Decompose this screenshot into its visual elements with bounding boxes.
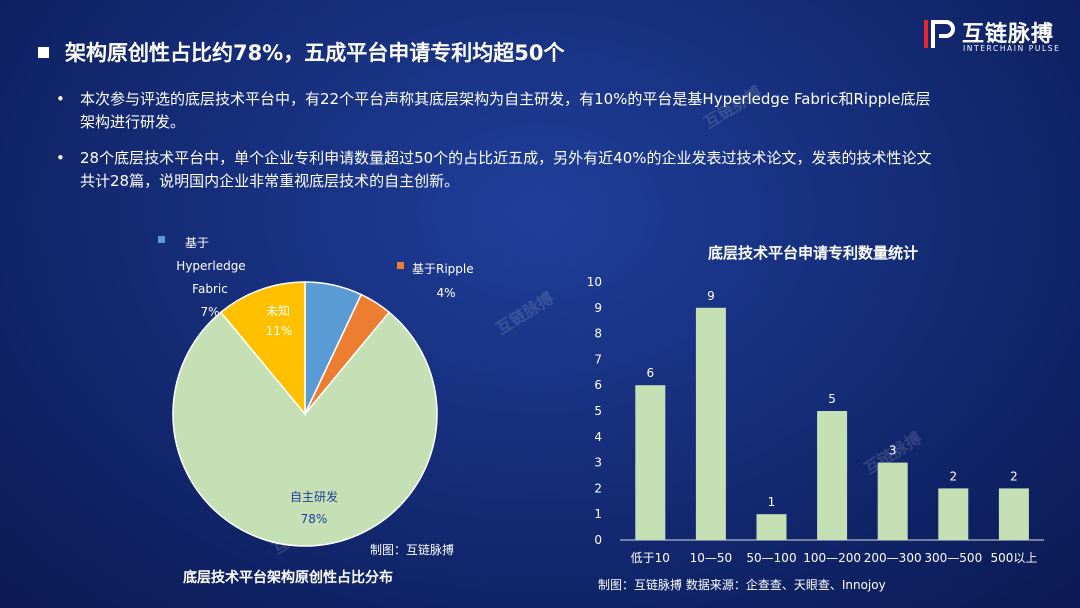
bar [756,514,787,540]
legend-marker-hyperledger [158,236,165,243]
bar-value-label: 1 [768,495,776,509]
bar [938,488,969,540]
y-tick-label: 6 [594,378,602,392]
pie-label-name: 基于Ripple [412,262,474,276]
pie-caption: 底层技术平台架构原创性占比分布 [183,570,393,586]
pie-slice [172,311,438,547]
x-tick-label: 50—100 [746,551,796,565]
pie-label-name: Fabric [192,282,228,296]
bar-value-label: 2 [949,469,957,483]
pie-label-percent: 78% [301,512,328,526]
pie-label-percent: 7% [200,305,219,319]
pie-label-name: 自主研发 [290,489,338,504]
y-tick-label: 9 [594,301,602,315]
x-tick-label: 10—50 [690,551,733,565]
bar [635,385,666,540]
y-tick-label: 5 [594,404,602,418]
bullet-dot-icon: • [56,149,65,167]
heading-title: 架构原创性占比约78%，五成平台申请专利均超50个 [65,41,565,65]
y-tick-label: 8 [594,327,602,341]
pie-label-name: 基于 [185,236,209,250]
bar-value-label: 2 [1010,469,1018,483]
pie-labels: 基于 Hyperledge Fabric 7% 基于Ripple 4% 未知 11% 自主研发 7… [158,236,474,526]
pie-label-name: Hyperledge [176,259,245,273]
bar [695,307,726,540]
x-tick-label: 200—300 [864,551,922,565]
bar-chart: 底层技术平台申请专利数量统计 0 1 2 3 4 5 6 7 8 9 10 6 低于10 9 10—50 1 50… [587,244,1045,565]
x-tick-label: 300—500 [924,551,982,565]
pie-label-percent: 4% [436,286,455,300]
bar [877,462,908,540]
bar [817,411,848,540]
bullet-text: 本次参与评选的底层技术平台中，有22个平台声称其底层架构为自主研发，有10%的平… [80,90,931,131]
pie-credit: 制图：互链脉搏 [370,543,455,557]
bar [998,488,1029,540]
x-tick-label: 低于10 [631,551,670,565]
bar-chart-title: 底层技术平台申请专利数量统计 [708,244,918,262]
pie-label-percent: 11% [266,324,293,338]
y-tick-label: 4 [594,430,602,444]
bar-value-label: 6 [646,366,654,380]
pie-slice [219,281,306,417]
bullet-item: • 本次参与评选的底层技术平台中，有22个平台声称其底层架构为自主研发，有10%… [56,88,936,134]
y-tick-label: 1 [594,507,602,521]
pie-chart: 基于 Hyperledge Fabric 7% 基于Ripple 4% 未知 11% 自主研发 7… [158,236,474,547]
bullet-item: • 28个底层技术平台中，单个企业专利申请数量超过50个的占比近五成，另外有近4… [56,147,936,193]
watermark: 互链脉搏 [492,288,557,339]
legend-marker-ripple [397,262,404,269]
bar-value-label: 9 [707,289,715,303]
slide-heading: 架构原创性占比约78%，五成平台申请专利均超50个 [38,37,565,67]
heading-square-icon [38,46,49,58]
y-tick-label: 0 [594,533,602,547]
bar-value-label: 5 [828,392,836,406]
bullet-text: 28个底层技术平台中，单个企业专利申请数量超过50个的占比近五成，另外有近40%… [80,149,932,190]
logo: 互链脉搏 INTERCHAIN PULSE [922,14,1072,54]
y-tick-label: 10 [587,275,602,289]
y-tick-label: 2 [594,481,602,495]
x-tick-label: 500以上 [990,551,1037,565]
bar-credit: 制图：互链脉搏 数据来源：企查查、天眼查、Innojoy [598,578,886,592]
x-tick-label: 100—200 [803,551,861,565]
logo-english-name: INTERCHAIN PULSE [963,44,1061,53]
y-tick-label: 3 [594,456,602,470]
bar-value-label: 3 [889,444,897,458]
logo-chinese-name: 互链脉搏 [962,22,1055,47]
pie-label-name: 未知 [266,304,290,318]
logo-mark-icon [924,20,955,48]
bullet-list: • 本次参与评选的底层技术平台中，有22个平台声称其底层架构为自主研发，有10%… [56,88,936,206]
bullet-dot-icon: • [56,90,65,108]
y-tick-label: 7 [594,352,602,366]
